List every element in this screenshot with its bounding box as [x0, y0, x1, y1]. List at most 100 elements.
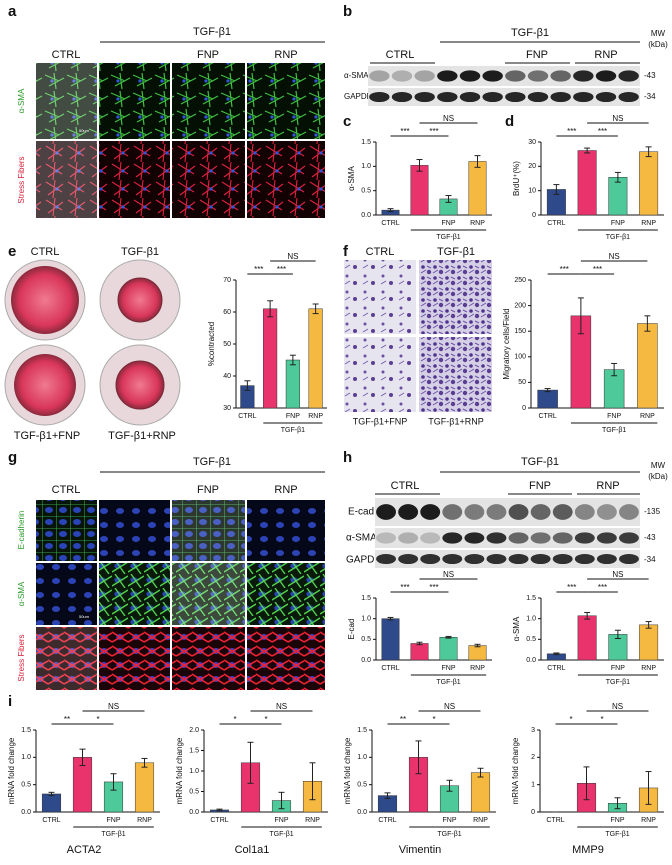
y-tick-label: 1.5 — [361, 139, 371, 146]
group-label: TGF-β1 — [437, 831, 461, 838]
x-tick-label: CTRL — [381, 220, 399, 227]
x-tick-label: RNP — [641, 665, 656, 672]
gel — [115, 360, 165, 410]
significance-label: NS — [287, 252, 298, 261]
blot-band — [486, 504, 507, 520]
blot-band — [391, 70, 413, 82]
blot-band — [595, 70, 617, 82]
y-tick-label: 0.0 — [361, 657, 371, 664]
group-label: TGF-β1 — [606, 234, 630, 241]
y-axis-label: mRNA fold change — [7, 737, 16, 804]
chart-title: MMP9 — [572, 844, 604, 856]
y-tick-label: 1.5 — [189, 747, 199, 754]
y-tick-label: 1.0 — [361, 616, 371, 623]
chart-title: ACTA2 — [67, 844, 102, 856]
y-tick-label: 70 — [223, 277, 231, 284]
group-label: TGF-β1 — [606, 679, 630, 686]
significance-label: NS — [443, 114, 454, 123]
bar — [577, 615, 597, 661]
y-tick-label: 0 — [522, 405, 526, 412]
chart-title: Vimentin — [399, 844, 442, 856]
blot-strip — [368, 88, 640, 106]
blot-strip — [368, 66, 640, 86]
y-axis-label: BrdU⁺(%) — [512, 161, 521, 196]
mw-marker: -43 — [644, 71, 656, 80]
group-label: TGF-β1 — [269, 831, 293, 838]
micrograph — [99, 563, 170, 625]
mw-marker: -34 — [644, 92, 656, 101]
x-tick-label: CTRL — [547, 220, 565, 227]
bar — [263, 308, 278, 409]
mw-marker: -43 — [644, 533, 656, 542]
blot-row-label: GAPDH — [346, 555, 382, 566]
mw-title: MW — [651, 461, 666, 470]
x-tick-label: FNP — [611, 665, 625, 672]
bar-chart: 0.0 0.5 1.0 1.5 2.0 mRNA fold change CTRL FNP RN… — [175, 702, 328, 856]
y-axis-label: E-cad — [347, 619, 356, 640]
bar-chart: 0 1 2 3 mRNA fold change CTRL FNP RNP TGF-β1 * * NS… — [511, 702, 664, 856]
group-header: TGF-β1 — [521, 456, 559, 468]
bar — [637, 323, 658, 409]
bar-chart: 0.0 0.5 1.0 1.5 mRNA fold change CTRL FNP RNP TG… — [7, 702, 160, 856]
y-tick-label: 0.5 — [361, 636, 371, 643]
bar-chart: 0.0 0.5 1.0 1.5 α-SMA CTRL FNP RNP TGF-β1 *** *** N… — [512, 570, 664, 686]
micrograph — [172, 63, 245, 139]
blot-band — [437, 91, 458, 103]
bar — [410, 643, 429, 661]
x-tick-label: CTRL — [378, 817, 396, 824]
y-tick-label: 1.0 — [21, 754, 31, 761]
x-tick-label: CTRL — [538, 413, 556, 420]
column-header: CTRL — [386, 49, 415, 61]
x-tick-label: RNP — [470, 220, 485, 227]
group-label: TGF-β1 — [436, 234, 460, 241]
blot-strip — [375, 498, 640, 526]
x-tick-label: CTRL — [238, 413, 256, 420]
significance-label: *** — [567, 127, 576, 136]
x-tick-label: RNP — [640, 413, 655, 420]
row-label: E-cadherin — [17, 511, 26, 550]
bar-chart: 0.0 0.5 1.0 1.5 α-SMA CTRL FNP RNP TGF-β1 *** *** N… — [347, 114, 492, 241]
group-label: TGF-β1 — [602, 427, 626, 434]
y-tick-label: 3 — [531, 727, 535, 734]
significance-label: *** — [567, 583, 576, 592]
x-tick-label: CTRL — [210, 817, 228, 824]
x-tick-label: FNP — [442, 220, 456, 227]
chart-title: Col1a1 — [235, 844, 270, 856]
blot-band — [574, 532, 595, 544]
y-axis-label: %contracted — [207, 322, 216, 366]
x-tick-label: CTRL — [381, 665, 399, 672]
blot-band — [530, 553, 551, 565]
y-axis-label: α-SMA — [512, 616, 521, 641]
y-tick-label: 1 — [531, 782, 535, 789]
y-axis-label: mRNA fold change — [511, 737, 520, 804]
x-tick-label: CTRL — [546, 817, 564, 824]
x-tick-label: RNP — [137, 817, 152, 824]
group-header: TGF-β1 — [193, 26, 231, 38]
panel-label: i — [8, 693, 12, 710]
y-tick-label: 20 — [528, 163, 536, 170]
y-tick-label: 1.5 — [21, 727, 31, 734]
blot-band — [552, 553, 573, 565]
significance-label: NS — [444, 702, 455, 711]
x-tick-label: RNP — [470, 665, 485, 672]
mw-title: MW — [651, 29, 666, 38]
blot-row-label: α-SMA — [344, 71, 369, 80]
significance-label: ** — [64, 715, 70, 724]
y-tick-label: 50 — [223, 341, 231, 348]
significance-label: *** — [254, 265, 263, 274]
x-tick-label: FNP — [443, 817, 457, 824]
blot-band — [442, 532, 463, 544]
significance-label: NS — [443, 570, 454, 579]
blot-band — [596, 504, 617, 520]
gel — [11, 266, 79, 334]
micrograph — [99, 141, 170, 218]
transwell-image — [419, 337, 492, 412]
y-tick-label: 50 — [518, 379, 526, 386]
panel-label: h — [343, 449, 352, 466]
y-tick-label: 1.0 — [357, 754, 367, 761]
micrograph — [36, 627, 97, 690]
significance-label: *** — [429, 583, 438, 592]
micrograph — [99, 627, 170, 690]
